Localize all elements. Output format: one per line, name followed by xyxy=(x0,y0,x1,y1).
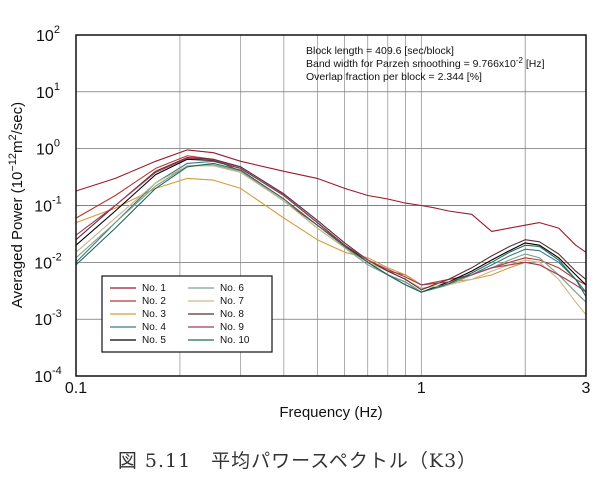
annotation-box: Block length = 409.6 [sec/block] Band wi… xyxy=(306,45,545,83)
annotation-block-length: Block length = 409.6 [sec/block] xyxy=(306,45,454,57)
legend-label: No. 7 xyxy=(220,296,244,307)
legend-label: No. 10 xyxy=(220,335,250,346)
x-tick-labels: 0.1 1 3 xyxy=(65,380,591,397)
x-tick-label: 3 xyxy=(582,380,591,397)
legend-label: No. 8 xyxy=(220,309,244,320)
legend-label: No. 9 xyxy=(220,322,244,333)
plot-frame xyxy=(75,34,587,377)
legend-label: No. 1 xyxy=(142,283,166,294)
legend-label: No. 2 xyxy=(142,296,166,307)
series-line-9 xyxy=(75,157,587,293)
y-axis-label: Averaged Power (10−12m2/sec) xyxy=(7,102,26,308)
legend: No. 1 No. 2 No. 3 No. 4 No. 5 No. 6 No. 7 No. 8… xyxy=(101,275,273,353)
legend-label: No. 5 xyxy=(142,335,166,346)
legend-label: No. 4 xyxy=(142,322,166,333)
legend-items: No. 1 No. 2 No. 3 No. 4 No. 5 No. 6 No. 7 No. 8… xyxy=(110,283,250,346)
y-tick-label: 10-1 xyxy=(34,195,62,216)
x-tick-label: 1 xyxy=(417,380,426,397)
series-line-5 xyxy=(75,158,587,293)
legend-label: No. 6 xyxy=(220,283,244,294)
y-tick-label: 10-2 xyxy=(34,251,62,272)
x-axis-label: Frequency (Hz) xyxy=(279,404,382,421)
series-lines xyxy=(75,149,587,316)
y-tick-label: 100 xyxy=(36,138,60,159)
y-tick-label: 10-3 xyxy=(34,308,62,329)
series-line-4 xyxy=(75,160,587,293)
series-line-8 xyxy=(75,156,587,291)
legend-label: No. 3 xyxy=(142,309,166,320)
y-tick-label: 102 xyxy=(36,24,60,45)
series-line-10 xyxy=(75,162,587,297)
series-line-1 xyxy=(75,149,587,253)
annotation-overlap: Overlap fraction per block = 2.344 [%] xyxy=(306,71,482,83)
x-tick-label: 0.1 xyxy=(65,380,87,397)
y-tick-label: 101 xyxy=(36,81,60,102)
y-tick-label: 10-4 xyxy=(34,365,62,386)
legend-box xyxy=(101,275,273,353)
annotation-bandwidth: Band width for Parzen smoothing = 9.766x… xyxy=(306,56,545,70)
y-tick-labels: 102 101 100 10-1 10-2 10-3 10-4 xyxy=(34,24,62,386)
figure-caption: 図 5.11 平均パワースペクトル（K3） xyxy=(117,450,478,472)
